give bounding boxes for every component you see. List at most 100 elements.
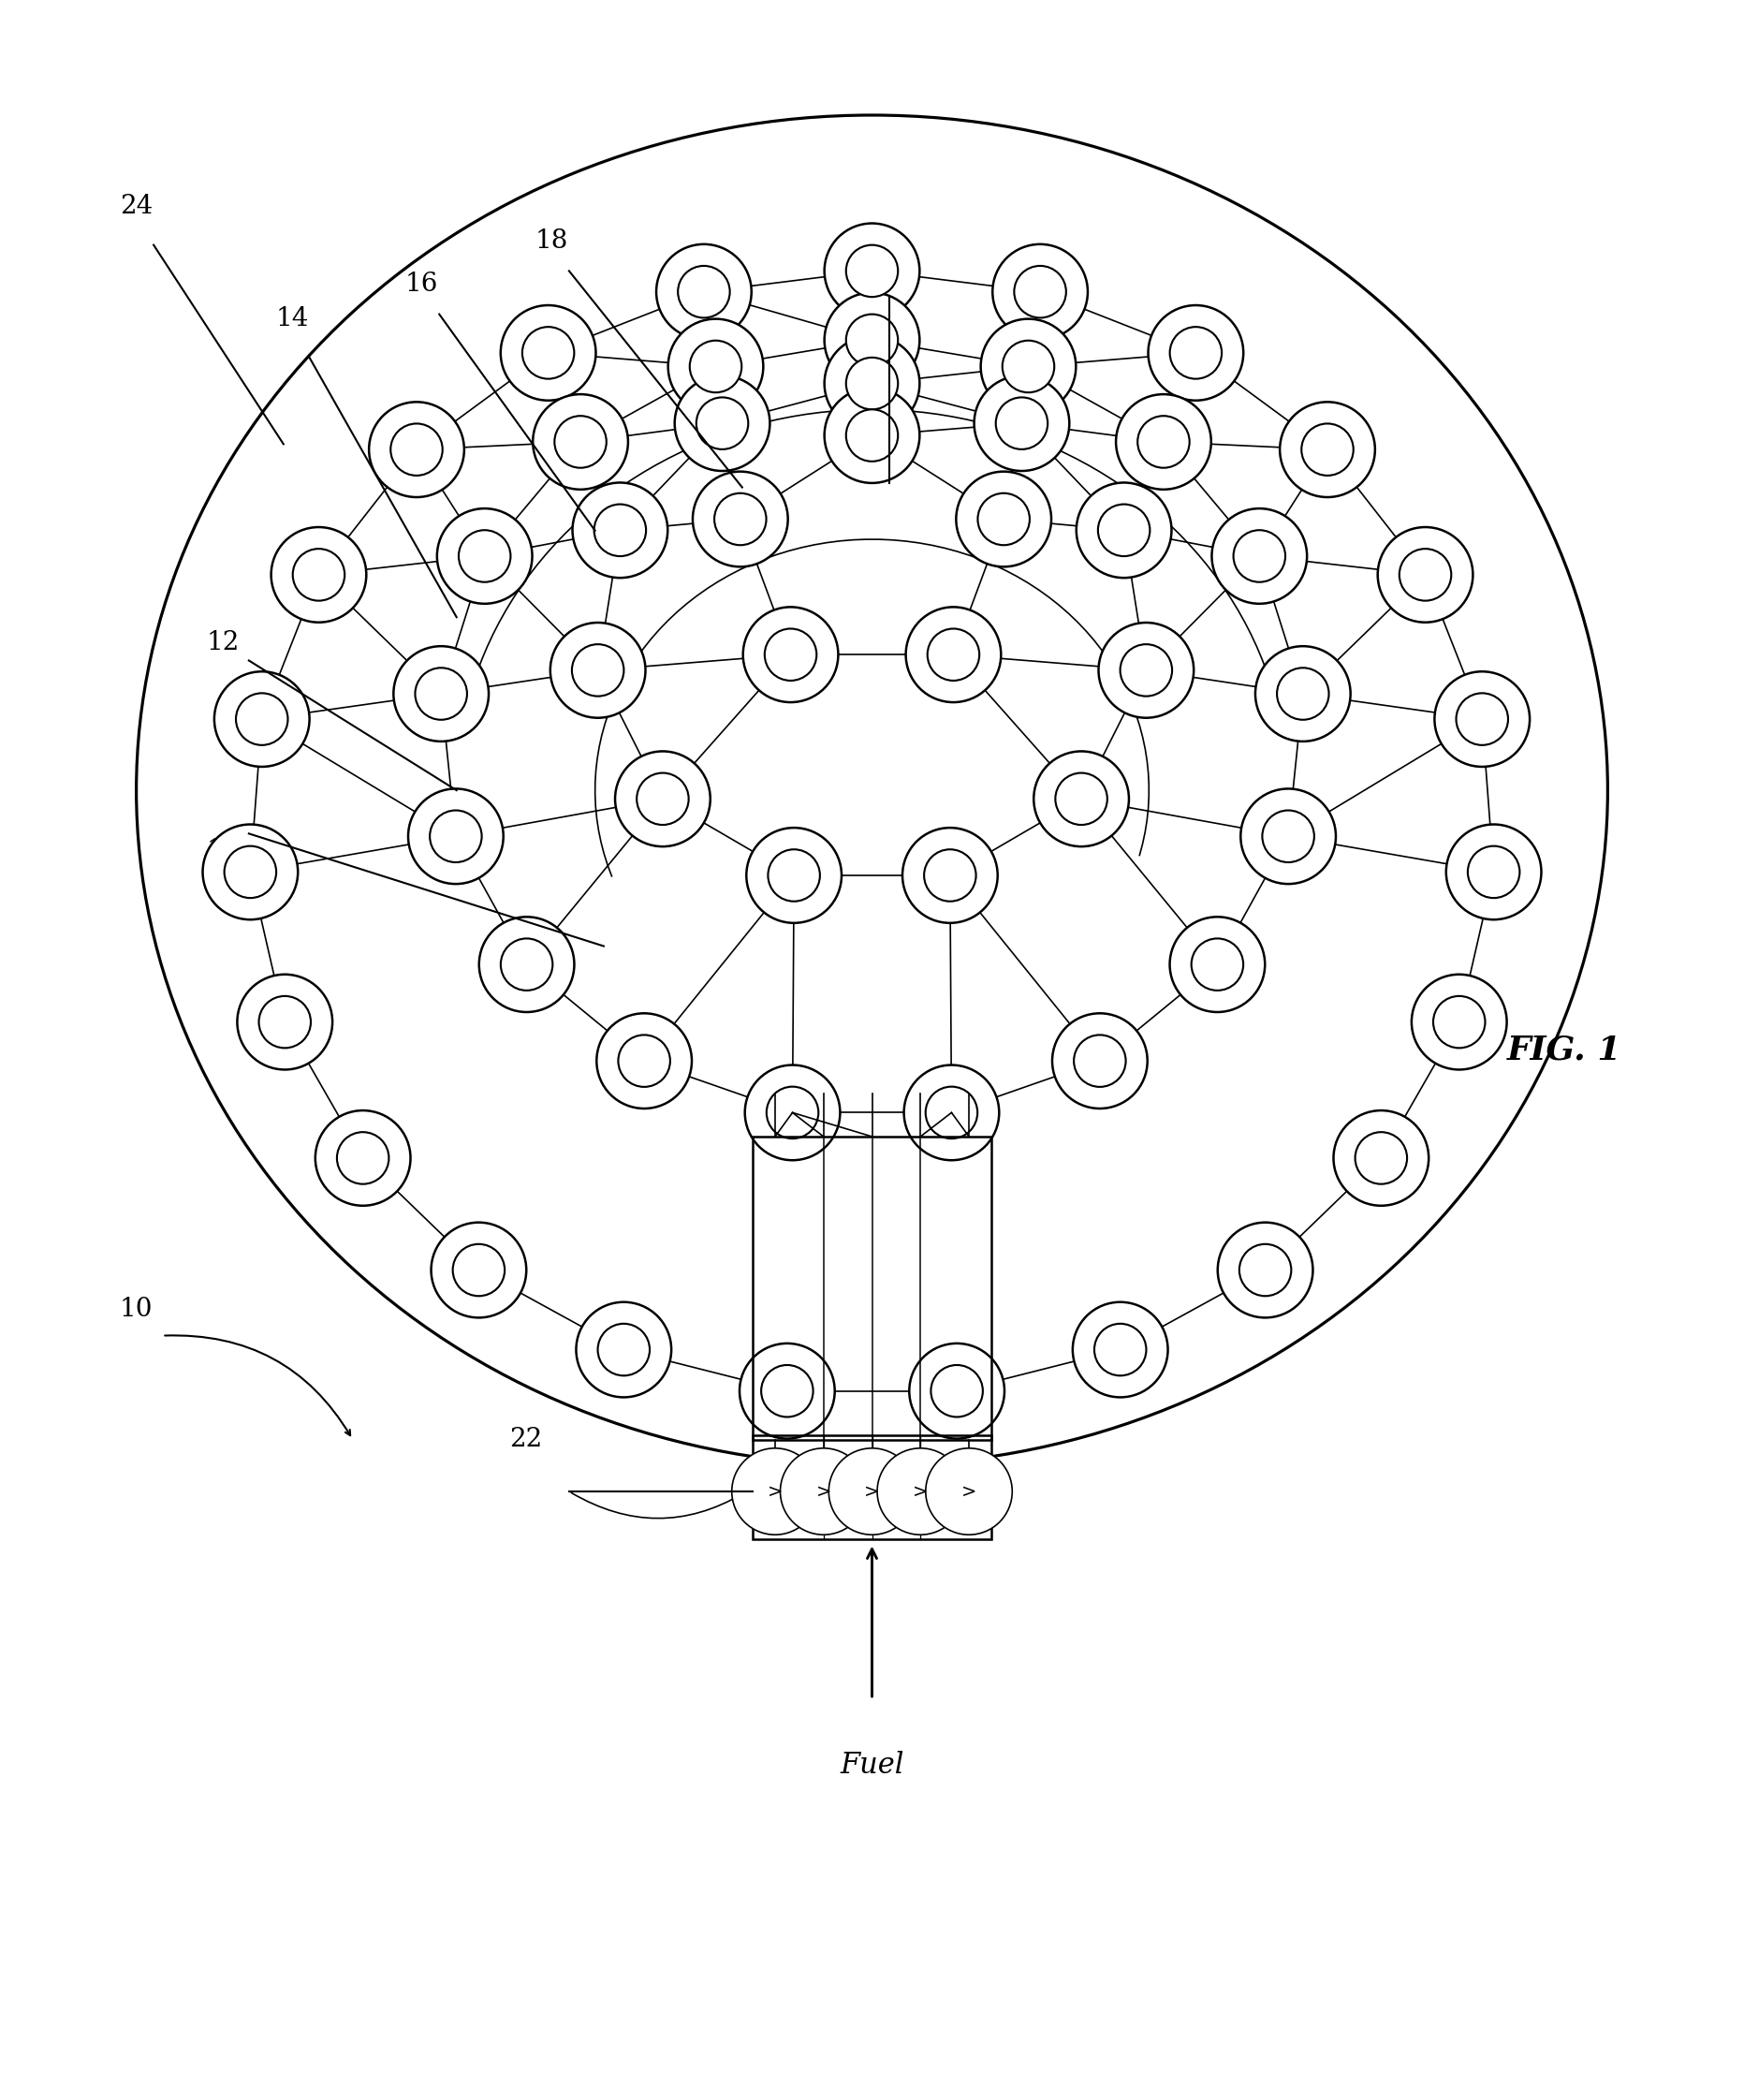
Circle shape <box>1233 529 1285 582</box>
Circle shape <box>572 483 668 578</box>
Text: 22: 22 <box>509 1426 542 1453</box>
Circle shape <box>480 918 574 1012</box>
Circle shape <box>1217 1222 1313 1317</box>
Circle shape <box>978 494 1029 546</box>
Circle shape <box>767 1086 818 1138</box>
Circle shape <box>846 246 898 296</box>
Circle shape <box>258 995 310 1048</box>
Circle shape <box>828 1449 916 1535</box>
Circle shape <box>1191 939 1243 991</box>
Circle shape <box>926 1086 977 1138</box>
Circle shape <box>825 336 919 430</box>
Text: 20: 20 <box>872 246 905 271</box>
Circle shape <box>235 693 288 746</box>
Text: 24: 24 <box>120 193 153 218</box>
Circle shape <box>846 357 898 410</box>
Circle shape <box>992 244 1088 340</box>
Text: >: > <box>767 1483 783 1499</box>
Circle shape <box>689 340 741 393</box>
Circle shape <box>1034 752 1128 846</box>
Circle shape <box>1212 508 1306 603</box>
Circle shape <box>1148 304 1243 401</box>
Circle shape <box>1355 1132 1407 1184</box>
Circle shape <box>1334 1111 1428 1205</box>
Circle shape <box>637 773 689 825</box>
Circle shape <box>337 1132 389 1184</box>
Circle shape <box>1434 995 1486 1048</box>
Text: 18: 18 <box>535 229 569 254</box>
Circle shape <box>1240 790 1336 884</box>
Circle shape <box>1277 668 1329 720</box>
Circle shape <box>1055 773 1107 825</box>
Circle shape <box>767 848 820 901</box>
Circle shape <box>975 376 1069 470</box>
Circle shape <box>780 1449 867 1535</box>
Bar <box>753 1136 991 1439</box>
Circle shape <box>764 628 816 680</box>
Circle shape <box>237 974 333 1069</box>
Circle shape <box>1137 416 1189 468</box>
Circle shape <box>1076 483 1172 578</box>
Circle shape <box>438 508 532 603</box>
Circle shape <box>1099 622 1193 718</box>
Circle shape <box>1116 395 1210 489</box>
Circle shape <box>926 1449 1012 1535</box>
Circle shape <box>1411 974 1507 1069</box>
Circle shape <box>202 825 298 920</box>
Circle shape <box>1099 504 1149 556</box>
Circle shape <box>692 473 788 567</box>
Circle shape <box>598 1323 651 1376</box>
Circle shape <box>903 1065 999 1159</box>
Circle shape <box>1263 811 1315 863</box>
Circle shape <box>1468 846 1519 899</box>
Bar <box>753 1434 991 1539</box>
Circle shape <box>846 410 898 462</box>
Circle shape <box>1301 424 1353 475</box>
Circle shape <box>656 244 752 340</box>
Circle shape <box>760 1365 813 1418</box>
Circle shape <box>1280 401 1374 498</box>
Circle shape <box>501 304 596 401</box>
Circle shape <box>270 527 366 622</box>
Circle shape <box>521 328 574 378</box>
Circle shape <box>1093 1323 1146 1376</box>
Text: 14: 14 <box>276 307 309 332</box>
Text: FIG. 1: FIG. 1 <box>1507 1033 1622 1067</box>
Circle shape <box>715 494 766 546</box>
Circle shape <box>678 267 729 317</box>
Circle shape <box>877 1449 964 1535</box>
Circle shape <box>576 1302 671 1397</box>
Circle shape <box>555 416 607 468</box>
Circle shape <box>902 827 998 924</box>
Circle shape <box>846 315 898 365</box>
Circle shape <box>1120 645 1172 697</box>
Text: >: > <box>865 1483 879 1499</box>
Circle shape <box>534 395 628 489</box>
Circle shape <box>1399 548 1451 601</box>
Text: 12: 12 <box>206 630 239 655</box>
Circle shape <box>1256 647 1350 741</box>
Circle shape <box>1435 672 1529 766</box>
Circle shape <box>391 424 443 475</box>
Circle shape <box>825 388 919 483</box>
Circle shape <box>1073 1302 1168 1397</box>
Circle shape <box>746 827 842 924</box>
Circle shape <box>675 376 769 470</box>
Circle shape <box>394 647 488 741</box>
Circle shape <box>415 668 467 720</box>
Circle shape <box>931 1365 984 1418</box>
Circle shape <box>1015 267 1066 317</box>
Circle shape <box>1170 918 1264 1012</box>
Circle shape <box>408 790 504 884</box>
Circle shape <box>225 846 276 899</box>
Circle shape <box>825 223 919 319</box>
Circle shape <box>905 607 1001 701</box>
Circle shape <box>215 672 309 766</box>
Text: 10: 10 <box>120 1298 153 1323</box>
Circle shape <box>743 607 839 701</box>
Circle shape <box>956 473 1052 567</box>
Circle shape <box>572 645 624 697</box>
Circle shape <box>909 1344 1005 1439</box>
Circle shape <box>1074 1035 1127 1088</box>
Circle shape <box>1003 340 1055 393</box>
